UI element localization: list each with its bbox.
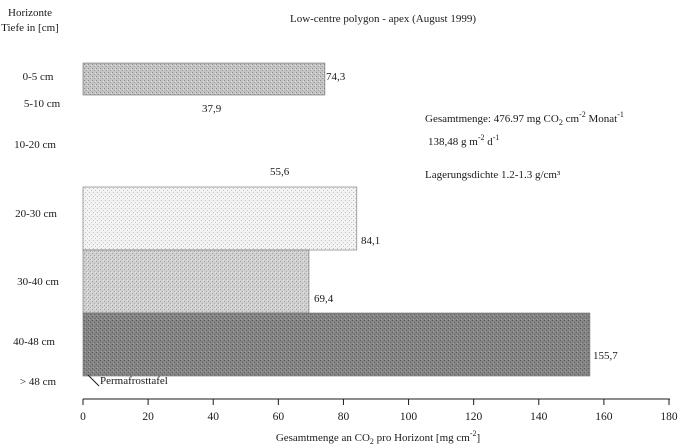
value-label: 74,3: [326, 71, 346, 83]
category-labels-group: 0-5 cm 5-10 cm 10-20 cm 20-30 cm 30-40 cm 40-…: [13, 71, 61, 388]
bar: [82, 186, 358, 251]
rate-annotation: 138,48 g m-2 d-1: [428, 133, 499, 148]
x-tick-label: 40: [207, 411, 219, 423]
value-label: 37,9: [202, 103, 222, 115]
bar: [82, 62, 326, 96]
y-axis-title-line2: Tiefe in [cm]: [1, 22, 59, 34]
value-label: 55,6: [270, 166, 290, 178]
bars-group: [82, 62, 591, 377]
density-annotation: Lagerungsdichte 1.2-1.3 g/cm³: [425, 169, 561, 181]
x-tick-label: 100: [400, 411, 418, 423]
category-label: 40-48 cm: [13, 336, 55, 348]
category-label: 5-10 cm: [24, 98, 61, 110]
x-axis-title: Gesamtmenge an CO2 pro Horizont [mg cm-2…: [276, 429, 480, 445]
bar: [82, 312, 591, 377]
x-tick-label: 20: [142, 411, 154, 423]
chart-title: Low-centre polygon - apex (August 1999): [290, 13, 476, 25]
value-label: 69,4: [314, 293, 334, 305]
y-axis-title-line1: Horizonte: [8, 7, 52, 19]
value-label: 84,1: [361, 235, 380, 247]
total-annotation: Gesamtmenge: 476.97 mg CO2 cm-2 Monat-1: [425, 110, 624, 127]
value-label: 155,7: [593, 350, 618, 362]
x-tick-label: 60: [273, 411, 285, 423]
x-tick-label: 160: [595, 411, 613, 423]
category-label: > 48 cm: [20, 376, 57, 388]
category-label: 10-20 cm: [14, 139, 56, 151]
category-label: 20-30 cm: [15, 208, 57, 220]
bar: [82, 249, 310, 314]
permafrost-label: Permafrosttafel: [100, 375, 168, 387]
x-tick-label: 140: [530, 411, 548, 423]
x-tick-label: 120: [465, 411, 483, 423]
category-label: 0-5 cm: [23, 71, 54, 83]
value-labels-group: 74,3 37,9 55,6 84,1 69,4 155,7: [202, 71, 618, 362]
x-tick-label: 0: [80, 411, 86, 423]
category-label: 30-40 cm: [17, 276, 59, 288]
x-tick-label: 80: [338, 411, 350, 423]
permafrost-marker: [87, 374, 100, 387]
x-tick-label: 180: [660, 411, 678, 423]
x-ticks-group: 0 20 40 60 80 100 120 140 160 180: [80, 399, 678, 423]
